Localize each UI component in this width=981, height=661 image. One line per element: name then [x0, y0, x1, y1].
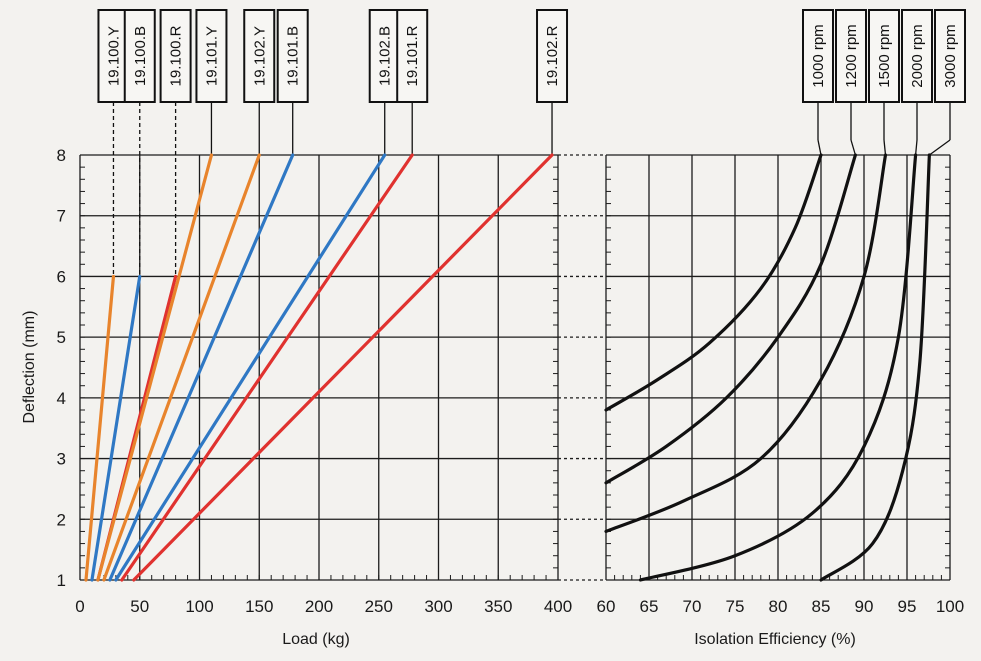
series-label: 19.101.R — [396, 9, 429, 103]
x-tick-label-load: 400 — [544, 597, 572, 616]
series-label: 19.100.B — [123, 9, 156, 103]
series-line — [102, 153, 261, 582]
label-box — [159, 9, 192, 103]
x-tick-label-efficiency: 95 — [898, 597, 917, 616]
series-label: 2000 rpm — [901, 9, 933, 103]
y-tick-label: 5 — [57, 328, 66, 347]
series-label-text: 19.101.B — [285, 26, 302, 86]
label-box — [396, 9, 429, 103]
x-tick-label-load: 0 — [75, 597, 84, 616]
series-label-text: 19.100.Y — [105, 26, 122, 86]
series-label: 19.100.R — [159, 9, 192, 103]
series-label-text: 1000 rpm — [810, 24, 827, 87]
x-tick-label-load: 300 — [424, 597, 452, 616]
series-label-text: 19.102.R — [544, 25, 561, 86]
y-tick-label: 1 — [57, 571, 66, 590]
series-lines — [84, 153, 931, 582]
series-label-text: 19.101.R — [404, 25, 421, 86]
label-leader — [914, 139, 918, 156]
series-label-text: 19.102.Y — [251, 26, 268, 86]
label-box — [835, 9, 867, 103]
label-box — [901, 9, 933, 103]
series-label: 19.100.Y — [97, 9, 130, 103]
series-label: 19.102.B — [368, 9, 401, 103]
label-leader — [883, 139, 887, 156]
series-label: 1500 rpm — [868, 9, 900, 103]
x-axis-title-efficiency: Isolation Efficiency (%) — [694, 631, 856, 648]
series-label-text: 1500 rpm — [876, 24, 893, 87]
series-line — [96, 153, 214, 582]
y-axis-title: Deflection (mm) — [21, 311, 38, 424]
label-box — [195, 9, 228, 103]
label-leader — [928, 139, 951, 156]
x-tick-label-load: 250 — [365, 597, 393, 616]
x-tick-label-efficiency: 70 — [683, 597, 702, 616]
label-leaders — [112, 102, 951, 277]
label-box — [97, 9, 130, 103]
series-label: 1000 rpm — [802, 9, 834, 103]
x-tick-label-load: 200 — [305, 597, 333, 616]
rpm-curve — [638, 153, 918, 582]
x-tick-label-load: 350 — [484, 597, 512, 616]
label-box — [276, 9, 309, 103]
label-box — [123, 9, 156, 103]
x-axis-title-load: Load (kg) — [282, 631, 350, 648]
rpm-curve — [604, 153, 823, 412]
series-label-text: 19.102.B — [377, 26, 394, 86]
series-label: 3000 rpm — [934, 9, 966, 103]
x-tick-label-efficiency: 80 — [769, 597, 788, 616]
x-tick-label-load: 150 — [245, 597, 273, 616]
series-label-boxes: 19.100.Y 19.100.B 19.100.R 19.101.Y 19.102.Y… — [97, 9, 966, 103]
series-line — [90, 274, 142, 582]
label-box — [243, 9, 276, 103]
y-tick-label: 4 — [57, 389, 66, 408]
series-label-text: 19.101.Y — [203, 26, 220, 86]
y-tick-label: 3 — [57, 450, 66, 469]
label-box — [802, 9, 834, 103]
x-tick-label-efficiency: 100 — [936, 597, 964, 616]
x-tick-label-efficiency: 65 — [640, 597, 659, 616]
label-box — [536, 9, 569, 103]
grid-load — [79, 154, 559, 581]
y-tick-label: 6 — [57, 267, 66, 286]
series-line — [120, 153, 414, 582]
label-box — [934, 9, 966, 103]
label-box — [868, 9, 900, 103]
grid — [79, 154, 951, 581]
rpm-curve — [604, 153, 888, 534]
series-label: 19.101.Y — [195, 9, 228, 103]
series-label: 19.101.B — [276, 9, 309, 103]
rpm-curve — [604, 153, 857, 485]
y-tick-label: 8 — [57, 146, 66, 165]
series-label-text: 2000 rpm — [909, 24, 926, 87]
x-tick-label-efficiency: 60 — [597, 597, 616, 616]
series-label: 1200 rpm — [835, 9, 867, 103]
y-tick-label: 2 — [57, 510, 66, 529]
series-line — [114, 153, 387, 582]
series-label-text: 19.100.R — [168, 25, 185, 86]
series-label-text: 1200 rpm — [843, 24, 860, 87]
series-line — [108, 153, 295, 582]
x-tick-label-efficiency: 90 — [855, 597, 874, 616]
series-label-text: 19.100.B — [132, 26, 149, 86]
series-line — [84, 274, 116, 582]
label-leader — [817, 139, 822, 156]
y-tick-label: 7 — [57, 207, 66, 226]
x-tick-label-load: 100 — [185, 597, 213, 616]
label-leader — [850, 139, 857, 156]
x-tick-label-efficiency: 85 — [812, 597, 831, 616]
rpm-curve — [819, 153, 931, 582]
x-tick-label-load: 50 — [130, 597, 149, 616]
series-label: 19.102.R — [536, 9, 569, 103]
x-tick-label-efficiency: 75 — [726, 597, 745, 616]
series-label: 19.102.Y — [243, 9, 276, 103]
series-label-text: 3000 rpm — [942, 24, 959, 87]
grid-efficiency — [605, 154, 951, 581]
series-line — [132, 153, 554, 582]
